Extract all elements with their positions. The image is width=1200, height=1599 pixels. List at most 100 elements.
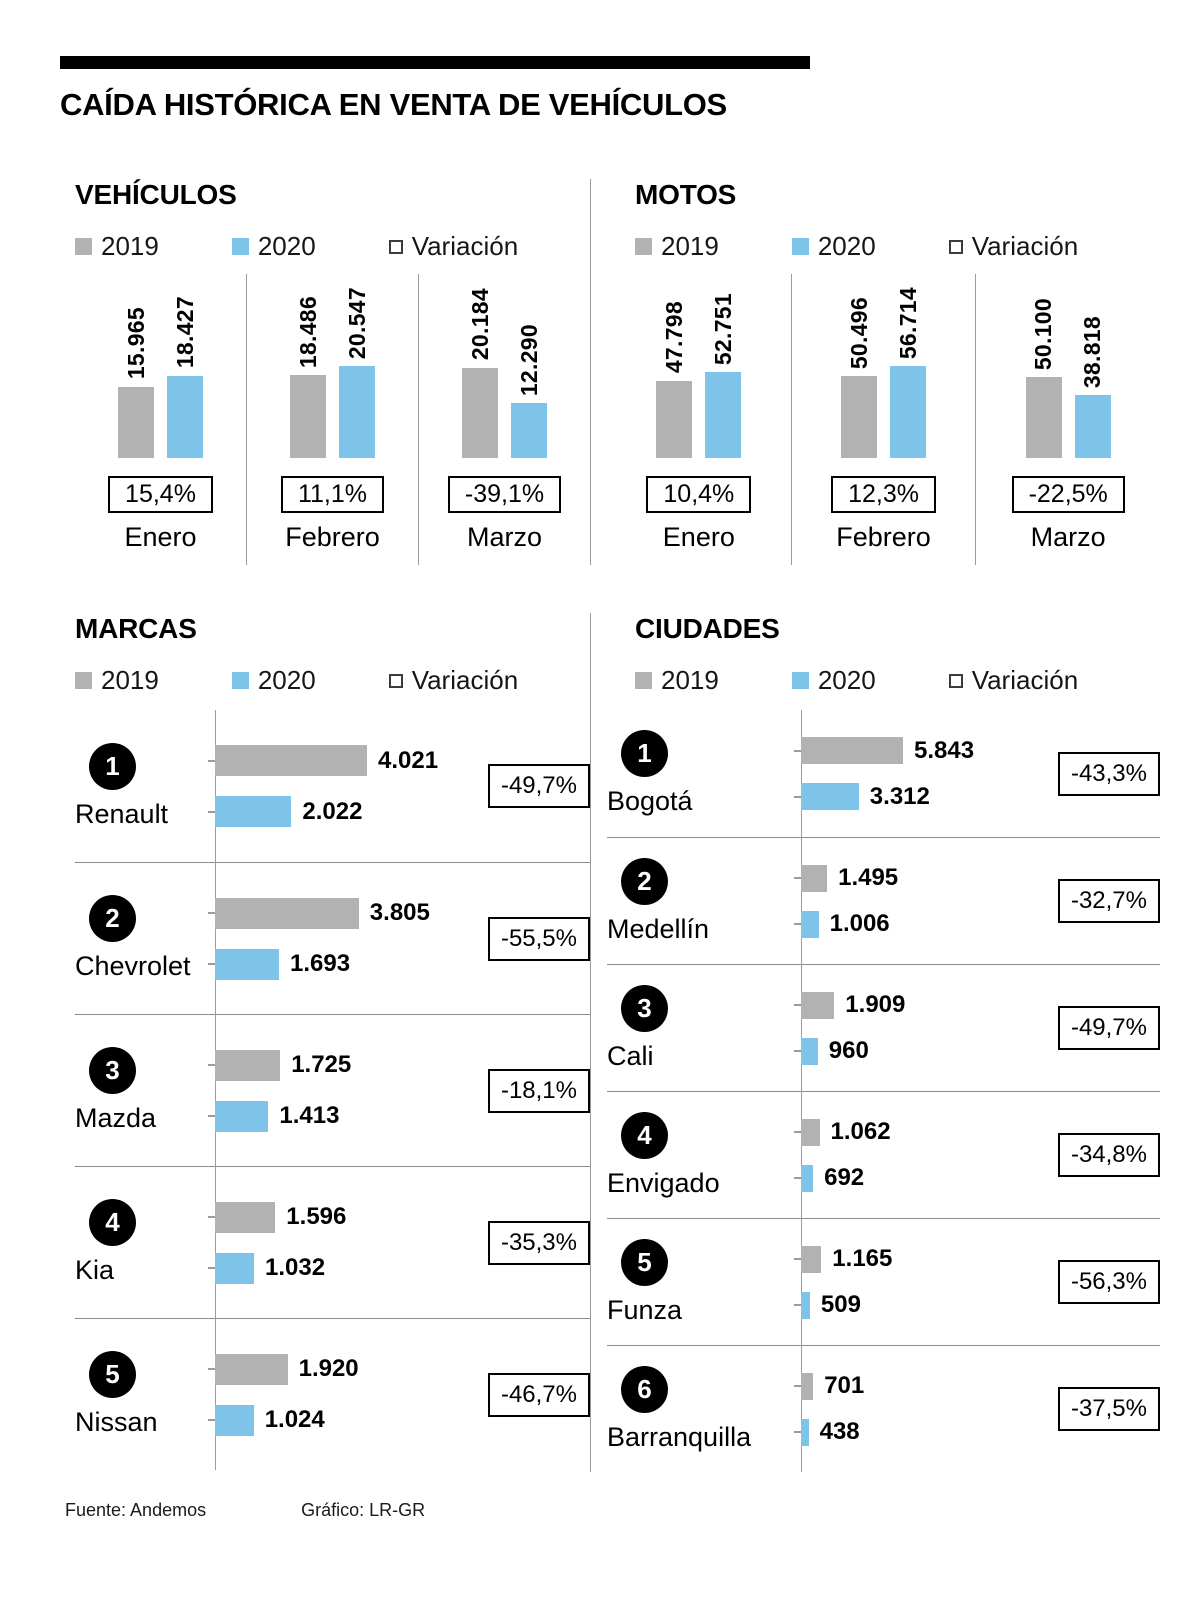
row-variation: -43,3% [1056, 751, 1160, 796]
legend-2019-swatch [635, 672, 652, 689]
ciudades-rows: 1 Bogotá 5.843 3.312 - [607, 710, 1160, 1472]
legend-variacion: Variación [948, 665, 1078, 696]
legend-2020-swatch [791, 672, 809, 689]
bar-unit-2020: 12.290 [511, 324, 547, 458]
value-label-2020: 38.818 [1079, 315, 1106, 388]
legend-2020: 2020 [231, 231, 316, 262]
rank-badge: 1 [89, 742, 136, 790]
vehiculos-title: VEHÍCULOS [75, 179, 237, 210]
bar-line-2019: 1.495 [801, 864, 1056, 892]
row-left: 5 Nissan [75, 1351, 215, 1438]
bar-line-2019: 701 [801, 1372, 1056, 1400]
row-bars: 1.909 960 [801, 991, 1056, 1065]
bar-pair: 18.486 20.547 [290, 274, 375, 458]
bar-line-2019: 1.920 [215, 1353, 482, 1385]
rank-badge: 4 [89, 1199, 136, 1246]
value-label-2019: 1.165 [832, 1245, 893, 1272]
value-label-2019: 701 [824, 1372, 865, 1399]
bottom-charts-grid: MARCAS 2019 2020 Variación 1 Renault [60, 613, 1160, 1472]
value-label-2020: 438 [819, 1418, 860, 1445]
legend-2019-swatch [635, 238, 652, 255]
bar-unit-2019: 20.184 [462, 288, 498, 458]
value-label-2020: 3.312 [869, 782, 930, 810]
bar-unit-2020: 20.547 [339, 287, 375, 458]
value-label-2019: 15.965 [122, 307, 149, 380]
city-name: Funza [607, 1294, 683, 1325]
row-variation: -35,3% [482, 1220, 590, 1265]
month-label: Enero [124, 522, 197, 552]
row-variation: -49,7% [1056, 1006, 1160, 1050]
value-label-2020: 2.022 [302, 797, 363, 825]
row-bars: 1.165 509 [801, 1245, 1056, 1319]
rank-badge: 4 [621, 1111, 668, 1159]
variation-box: -56,3% [1057, 1260, 1160, 1304]
motos-legend: 2019 2020 Variación [635, 231, 1160, 262]
legend-2019: 2019 [635, 665, 719, 696]
month-group-enero: 15.965 18.427 15,4% Enero [75, 274, 246, 565]
bar-2020 [1074, 395, 1111, 458]
bar-2019 [215, 1049, 281, 1081]
bar-2019 [801, 991, 835, 1019]
row-left: 4 Kia [75, 1199, 215, 1286]
motos-title: MOTOS [635, 179, 737, 210]
legend-2019-label: 2019 [101, 665, 159, 695]
brand-name: Chevrolet [75, 951, 191, 981]
variation-box: -18,1% [487, 1068, 590, 1113]
row-variation: -56,3% [1056, 1260, 1160, 1304]
bar-line-2020: 692 [801, 1164, 1056, 1192]
legend-2020-swatch [231, 238, 249, 255]
bar-2020 [511, 403, 547, 458]
legend-2020: 2020 [791, 231, 876, 262]
bar-unit-2019: 50.100 [1025, 298, 1062, 458]
bar-line-2020: 2.022 [215, 796, 482, 827]
month-label: Febrero [285, 522, 380, 552]
rank-badge: 2 [89, 895, 136, 942]
variation-box: -22,5% [1011, 476, 1125, 513]
ciudades-legend: 2019 2020 Variación [635, 665, 1160, 696]
bar-2019 [215, 1201, 276, 1233]
variation-box: -43,3% [1057, 751, 1160, 796]
legend-variacion-label: Variación [411, 231, 519, 261]
value-label-2020: 1.413 [279, 1102, 340, 1129]
rank-badge: 6 [621, 1365, 668, 1413]
legend-2019: 2019 [75, 665, 159, 696]
legend-2020-swatch [231, 672, 249, 689]
month-group-enero: 47.798 52.751 10,4% Enero [607, 274, 791, 565]
month-label: Enero [662, 522, 735, 552]
marcas-axis [215, 710, 216, 1470]
row-left: 6 Barranquilla [607, 1365, 801, 1453]
month-group-febrero: 50.496 56.714 12,3% Febrero [790, 274, 976, 565]
bar-2020 [890, 366, 926, 458]
value-label-2019: 4.021 [378, 746, 439, 774]
legend-2020-label: 2020 [257, 665, 316, 695]
legend-2019-swatch [75, 238, 92, 255]
legend-variacion: Variación [388, 665, 518, 696]
bar-line-2020: 1.006 [801, 910, 1056, 938]
bar-line-2020: 1.032 [215, 1252, 482, 1284]
value-label-2019: 3.805 [369, 899, 430, 926]
brand-row-renault: 1 Renault 4.021 2.022 [75, 710, 590, 862]
value-label-2020: 20.547 [343, 286, 370, 359]
vehiculos-legend: 2019 2020 Variación [75, 231, 590, 262]
bar-unit-2020: 52.751 [705, 293, 742, 458]
bar-2019 [462, 367, 498, 458]
legend-2019-label: 2019 [101, 231, 159, 261]
brand-row-kia: 4 Kia 1.596 1.032 -35, [75, 1166, 590, 1318]
legend-2020: 2020 [231, 665, 316, 696]
bar-2020 [801, 783, 859, 810]
rank-badge: 2 [621, 857, 668, 905]
variation-box: -32,7% [1057, 879, 1160, 923]
value-label-2019: 47.798 [660, 301, 687, 374]
section-motos: MOTOS 2019 2020 Variación 47.798 52.751 [590, 179, 1160, 565]
value-label-2020: 960 [828, 1037, 869, 1064]
row-bars: 1.495 1.006 [801, 864, 1056, 938]
vehiculos-months: 15.965 18.427 15,4% Enero 18. [75, 274, 590, 565]
bar-2020 [705, 372, 742, 458]
bar-2020 [215, 1100, 269, 1132]
value-label-2020: 1.006 [829, 910, 890, 937]
variation-box: -39,1% [447, 476, 562, 513]
row-left: 1 Bogotá [607, 730, 801, 817]
row-variation: -46,7% [482, 1372, 590, 1417]
brand-name: Nissan [75, 1407, 158, 1437]
rank-badge: 5 [621, 1238, 668, 1286]
